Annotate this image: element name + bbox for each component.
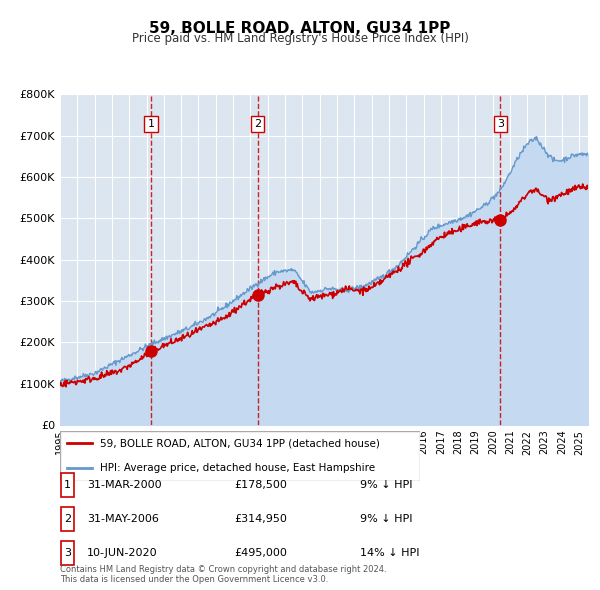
Text: HPI: Average price, detached house, East Hampshire: HPI: Average price, detached house, East…	[100, 463, 375, 473]
Text: Price paid vs. HM Land Registry's House Price Index (HPI): Price paid vs. HM Land Registry's House …	[131, 32, 469, 45]
Text: 1: 1	[148, 119, 154, 129]
Text: 2: 2	[64, 514, 71, 524]
Text: 9% ↓ HPI: 9% ↓ HPI	[360, 480, 413, 490]
Text: £178,500: £178,500	[234, 480, 287, 490]
Text: 3: 3	[64, 548, 71, 558]
Text: 10-JUN-2020: 10-JUN-2020	[87, 548, 158, 558]
Text: 59, BOLLE ROAD, ALTON, GU34 1PP: 59, BOLLE ROAD, ALTON, GU34 1PP	[149, 21, 451, 35]
Text: 59, BOLLE ROAD, ALTON, GU34 1PP (detached house): 59, BOLLE ROAD, ALTON, GU34 1PP (detache…	[100, 438, 379, 448]
FancyBboxPatch shape	[61, 473, 74, 497]
FancyBboxPatch shape	[60, 431, 420, 481]
FancyBboxPatch shape	[61, 541, 74, 565]
FancyBboxPatch shape	[61, 507, 74, 531]
Text: 1: 1	[64, 480, 71, 490]
Text: 14% ↓ HPI: 14% ↓ HPI	[360, 548, 419, 558]
Text: £314,950: £314,950	[234, 514, 287, 524]
Text: 9% ↓ HPI: 9% ↓ HPI	[360, 514, 413, 524]
Text: 2: 2	[254, 119, 261, 129]
Text: Contains HM Land Registry data © Crown copyright and database right 2024.
This d: Contains HM Land Registry data © Crown c…	[60, 565, 386, 584]
Text: 31-MAR-2000: 31-MAR-2000	[87, 480, 161, 490]
Text: £495,000: £495,000	[234, 548, 287, 558]
Text: 31-MAY-2006: 31-MAY-2006	[87, 514, 159, 524]
Text: 3: 3	[497, 119, 504, 129]
